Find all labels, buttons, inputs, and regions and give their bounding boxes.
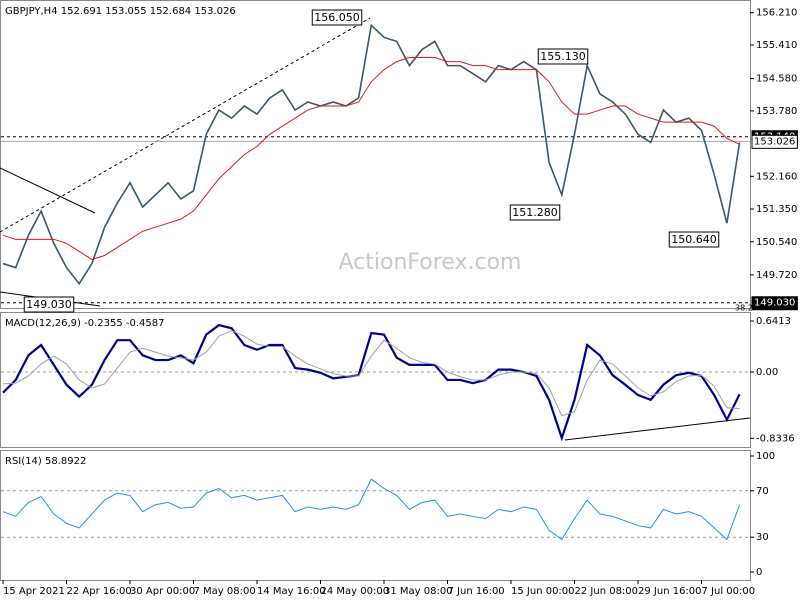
x-tick-label: 14 May 16:00 xyxy=(257,586,326,597)
y-tick-label: 0.6413 xyxy=(756,316,791,327)
macd-panel xyxy=(0,312,751,448)
label-box xyxy=(23,296,75,313)
label: 149.030 xyxy=(754,298,795,309)
x-tick-label: 7 May 08:00 xyxy=(194,586,256,597)
label-box xyxy=(668,231,720,248)
rsi-panel xyxy=(0,450,751,581)
label: 156.050 xyxy=(314,11,360,24)
series-line xyxy=(2,57,740,261)
panel-title: GBPJPY,H4 152.691 153.055 152.684 153.02… xyxy=(5,6,236,17)
x-tick-label: 24 May 00:00 xyxy=(321,586,390,597)
label: 150.640 xyxy=(671,233,717,246)
series-line xyxy=(2,478,741,541)
label-box xyxy=(311,9,363,26)
y-tick-label: 100 xyxy=(756,451,775,462)
x-tick-label: 15 Apr 2021 xyxy=(3,586,65,597)
x-tick-label: 22 Jun 08:00 xyxy=(575,586,639,597)
x-tick-label: 22 Apr 16:00 xyxy=(67,586,132,597)
trend-line xyxy=(0,167,96,214)
fib-label: 38.2 xyxy=(735,304,753,313)
label: 155.130 xyxy=(540,50,586,63)
y-tick-label: 149.720 xyxy=(756,270,797,281)
channel-line xyxy=(0,17,371,233)
watermark: ActionForex.com xyxy=(339,250,522,275)
label: 149.030 xyxy=(26,298,72,311)
y-tick-label: 155.410 xyxy=(756,40,797,51)
price-panel xyxy=(0,0,751,309)
x-tick-label: 30 Apr 00:00 xyxy=(130,586,195,597)
label-box xyxy=(751,296,798,311)
label: 151.280 xyxy=(512,206,558,219)
x-tick-label: 31 May 08:00 xyxy=(384,586,453,597)
y-tick-label: 70 xyxy=(756,486,769,497)
y-tick-label: -0.8336 xyxy=(756,433,795,444)
y-tick-label: 30 xyxy=(756,532,769,543)
series-line xyxy=(2,330,740,417)
label-box xyxy=(751,134,798,149)
label-box xyxy=(509,204,561,221)
x-tick-label: 7 Jun 16:00 xyxy=(448,586,505,597)
x-tick-label: 7 Jul 00:00 xyxy=(702,586,756,597)
y-tick-label: 0 xyxy=(756,567,762,578)
y-tick-label: 153.780 xyxy=(756,106,797,117)
y-tick-label: 0.00 xyxy=(756,367,778,378)
panel-title: MACD(12,26,9) -0.2355 -0.4587 xyxy=(5,318,165,329)
label: 153.026 xyxy=(754,136,795,147)
y-tick-label: 156.210 xyxy=(756,8,797,19)
x-tick-label: 29 Jun 16:00 xyxy=(638,586,702,597)
panel-title: RSI(14) 58.8922 xyxy=(5,456,86,467)
y-tick-label: 154.580 xyxy=(756,74,797,85)
y-tick-label: 150.540 xyxy=(756,237,797,248)
x-tick-label: 15 Jun 00:00 xyxy=(511,586,575,597)
series-line xyxy=(2,323,741,442)
label-box xyxy=(537,48,589,65)
y-tick-label: 152.160 xyxy=(756,171,797,182)
y-tick-label: 151.350 xyxy=(756,204,797,215)
macd-trend-line xyxy=(564,417,751,441)
